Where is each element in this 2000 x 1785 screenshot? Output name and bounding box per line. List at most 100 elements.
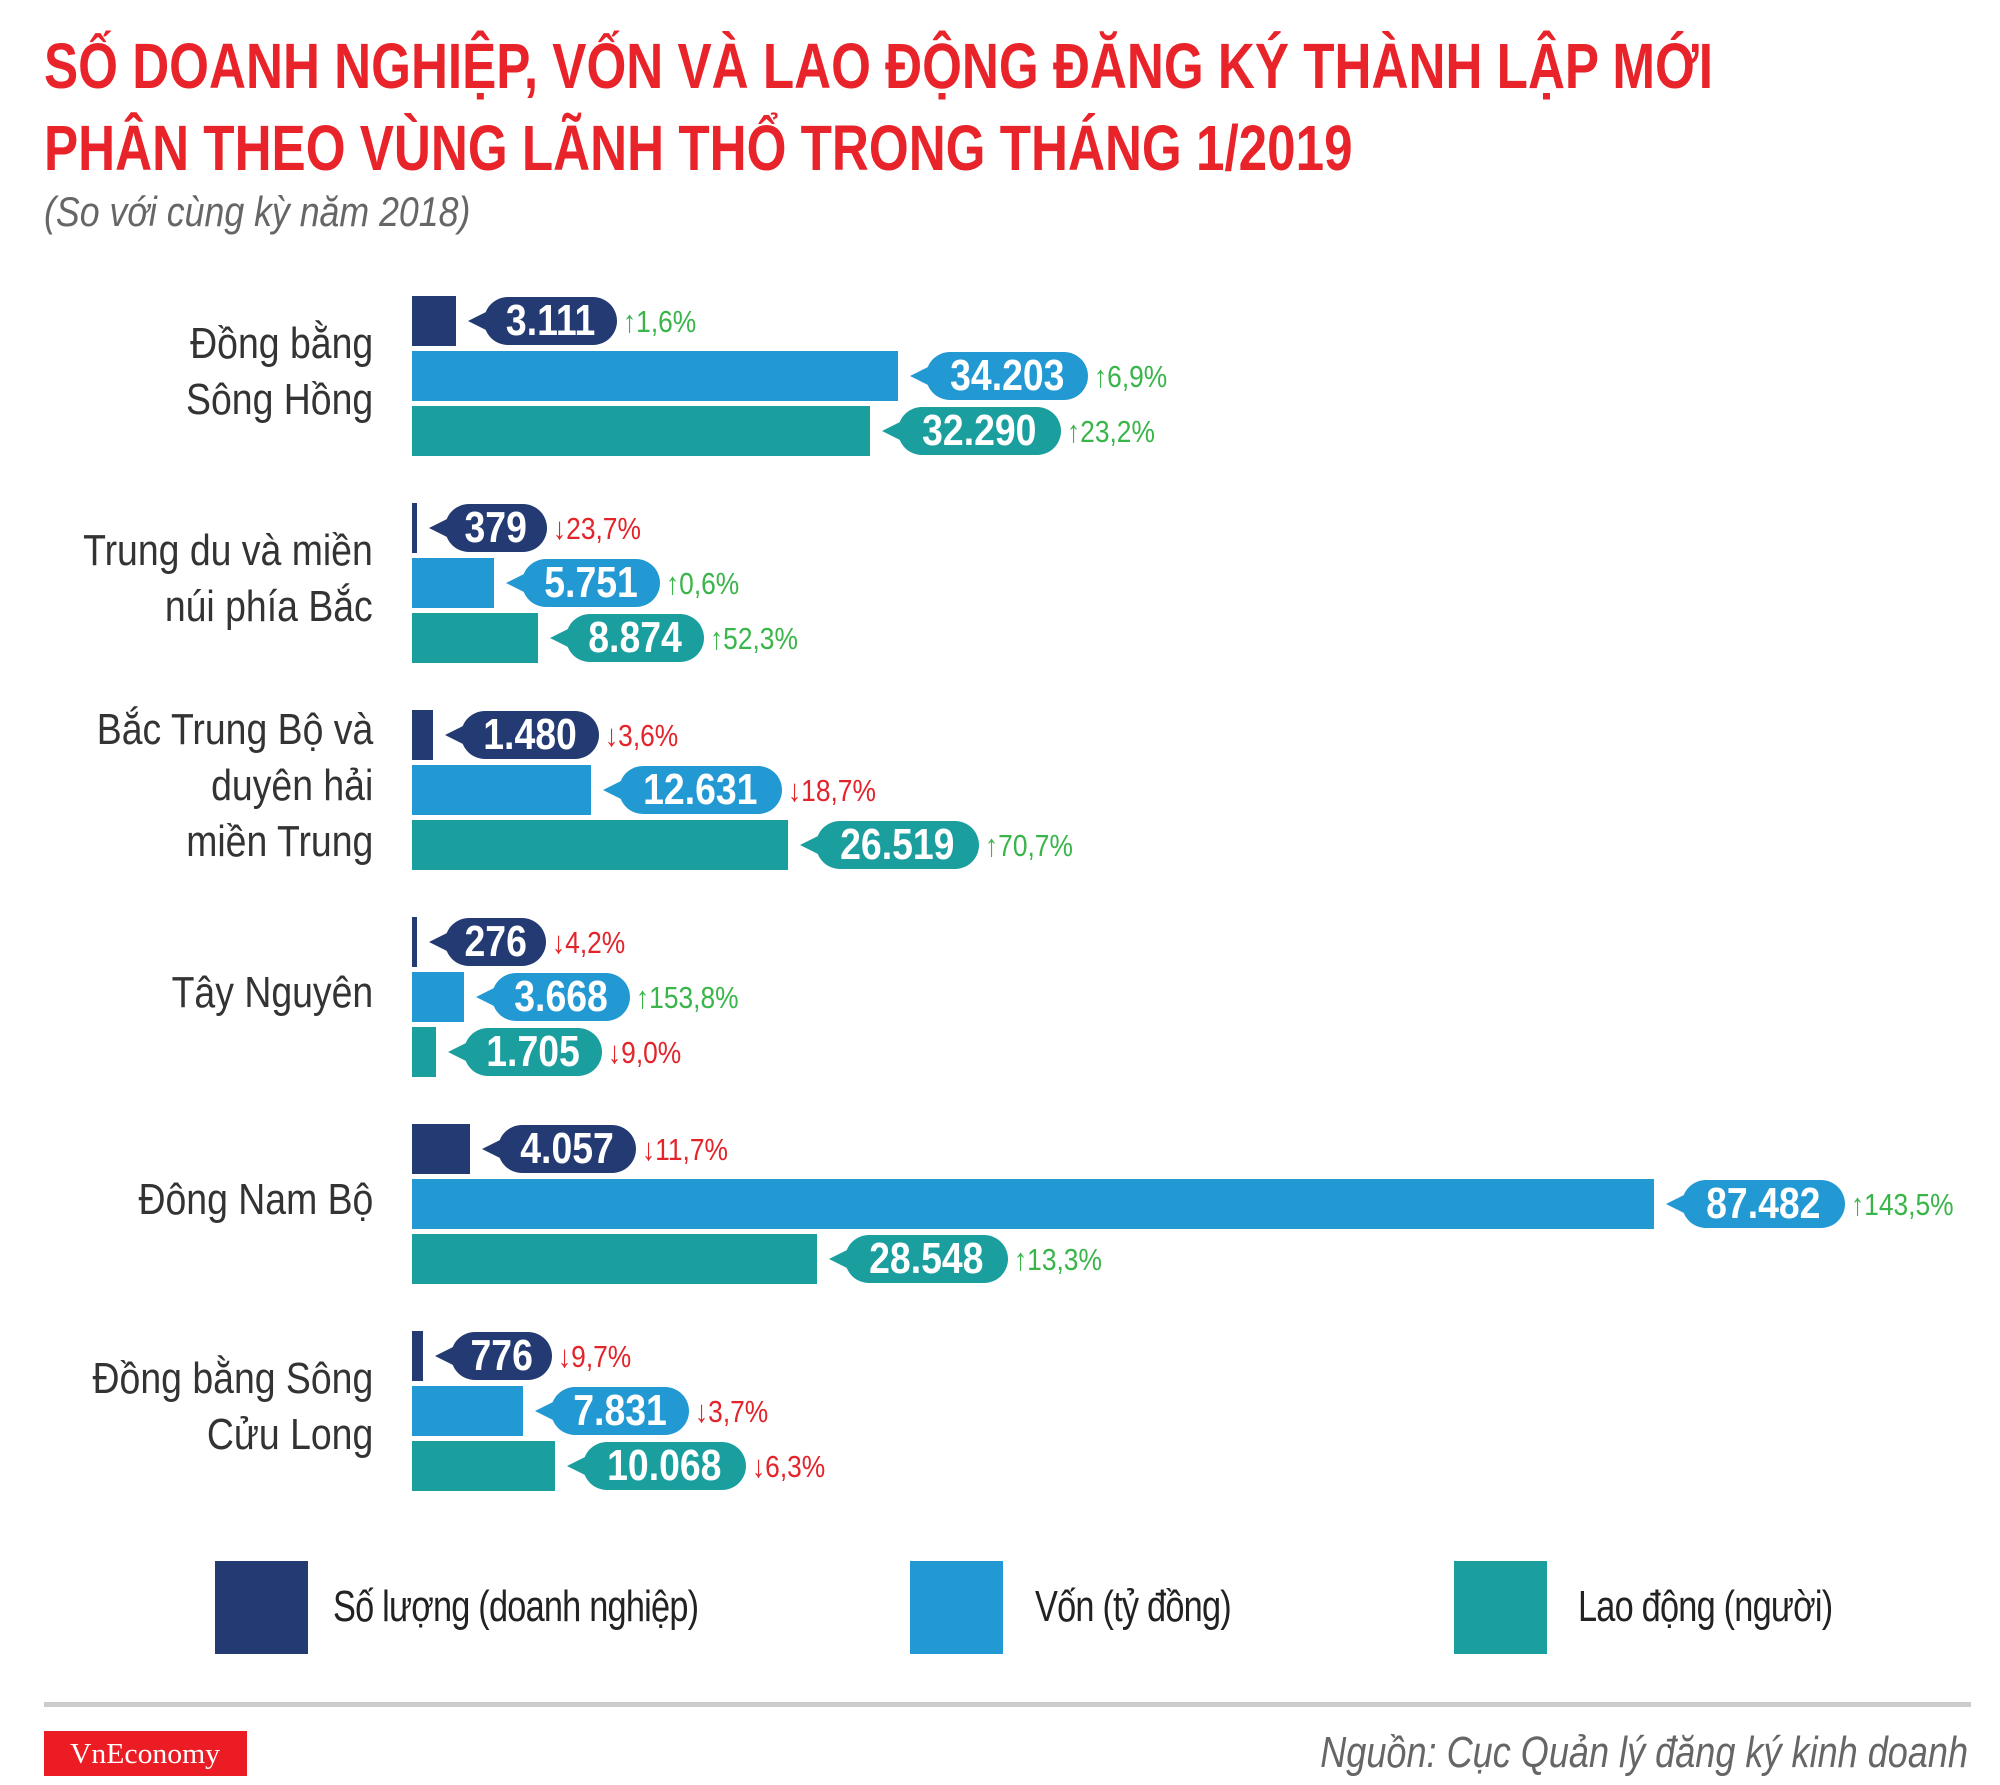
arrow-down-icon: ↓ <box>558 1339 572 1374</box>
value-label: 7.831 <box>535 1386 690 1435</box>
value-label: 776 <box>434 1331 553 1380</box>
change-label: ↓4,2% <box>552 919 625 967</box>
arrow-down-icon: ↓ <box>552 925 566 960</box>
arrow-up-icon: ↑ <box>665 566 679 601</box>
arrow-down-icon: ↓ <box>787 773 802 808</box>
bar <box>412 1331 424 1381</box>
logo-wordmark: VnEconomy <box>70 1739 220 1770</box>
legend-label: Vốn (tỷ đồng) <box>1035 1582 1232 1631</box>
change-text: 6,9% <box>1107 359 1168 394</box>
value-text: 7.831 <box>573 1386 668 1435</box>
change-label: ↑6,9% <box>1094 353 1167 401</box>
value-label: 32.290 <box>882 406 1061 455</box>
value-text: 12.631 <box>643 765 758 814</box>
value-text: 3.111 <box>506 296 596 345</box>
category-label: Đồng bằng Sông Cửu Long <box>92 1354 373 1459</box>
arrow-up-icon: ↑ <box>1013 1242 1028 1277</box>
bar <box>412 1234 818 1284</box>
change-text: 3,7% <box>708 1394 769 1429</box>
arrow-down-icon: ↓ <box>641 1132 655 1167</box>
change-text: 1,6% <box>636 304 697 339</box>
bar <box>412 710 433 760</box>
value-text: 776 <box>470 1331 533 1380</box>
bar <box>412 406 871 456</box>
value-label: 87.482 <box>1666 1179 1845 1228</box>
change-label: ↓11,7% <box>642 1126 728 1174</box>
category-label: Đông Nam Bộ <box>138 1175 373 1224</box>
arrow-down-icon: ↓ <box>608 1035 622 1070</box>
change-label: ↓9,7% <box>558 1333 631 1381</box>
value-label: 276 <box>428 918 547 966</box>
change-label: ↓23,7% <box>553 505 641 553</box>
bar <box>412 351 898 401</box>
chart-title-line-2: PHÂN THEO VÙNG LÃNH THỔ TRONG THÁNG 1/20… <box>44 112 1353 184</box>
arrow-up-icon: ↑ <box>1094 359 1108 394</box>
arrow-up-icon: ↑ <box>1067 414 1081 449</box>
bar <box>412 820 789 870</box>
arrow-up-icon: ↑ <box>636 980 650 1015</box>
change-label: ↑1,6% <box>623 298 696 346</box>
value-label: 26.519 <box>800 820 980 869</box>
category-label: Tây Nguyên <box>171 968 373 1017</box>
value-text: 8.874 <box>588 613 682 662</box>
value-text: 3.668 <box>514 972 608 1021</box>
chart-subtitle: (So với cùng kỳ năm 2018) <box>44 188 471 235</box>
arrow-down-icon: ↓ <box>605 718 619 753</box>
change-text: 23,2% <box>1080 414 1155 449</box>
value-label: 8.874 <box>549 613 705 662</box>
change-label: ↓18,7% <box>788 767 876 815</box>
value-text: 32.290 <box>922 406 1037 455</box>
value-text: 87.482 <box>1706 1179 1821 1228</box>
change-label: ↑153,8% <box>636 974 739 1022</box>
change-label: ↓3,7% <box>695 1388 768 1436</box>
value-label: 3.111 <box>468 296 618 345</box>
legend-swatch <box>910 1561 1003 1654</box>
bar <box>412 1124 470 1174</box>
change-text: 11,7% <box>654 1132 728 1167</box>
arrow-up-icon: ↑ <box>985 828 999 863</box>
bar <box>412 1386 524 1436</box>
bar <box>412 1027 437 1077</box>
value-label: 379 <box>429 503 547 552</box>
change-label: ↑13,3% <box>1014 1236 1102 1284</box>
change-text: 9,0% <box>621 1035 682 1070</box>
value-text: 5.751 <box>543 558 638 607</box>
value-text: 28.548 <box>869 1234 984 1283</box>
bar <box>412 296 457 346</box>
change-label: ↑23,2% <box>1067 408 1155 456</box>
value-label: 3.668 <box>476 972 631 1021</box>
value-text: 26.519 <box>840 820 955 869</box>
legend-swatch <box>1454 1561 1547 1654</box>
arrow-up-icon: ↑ <box>710 621 724 656</box>
change-text: 6,3% <box>764 1449 825 1484</box>
change-label: ↓9,0% <box>608 1029 681 1077</box>
bar <box>412 503 418 553</box>
arrow-down-icon: ↓ <box>695 1394 709 1429</box>
arrow-down-icon: ↓ <box>751 1449 765 1484</box>
arrow-up-icon: ↑ <box>623 304 637 339</box>
value-text: 10.068 <box>607 1441 722 1490</box>
value-label: 1.705 <box>448 1028 603 1076</box>
change-text: 23,7% <box>565 511 641 546</box>
arrow-down-icon: ↓ <box>552 511 566 546</box>
value-label: 5.751 <box>505 558 660 607</box>
change-text: 3,6% <box>618 718 679 753</box>
legend-swatch <box>215 1561 308 1654</box>
value-label: 12.631 <box>603 765 782 814</box>
change-text: 70,7% <box>998 828 1073 863</box>
svg-text:VnEconomy: VnEconomy <box>70 1739 220 1770</box>
value-label: 34.203 <box>909 351 1089 400</box>
change-text: 13,3% <box>1027 1242 1102 1277</box>
value-text: 379 <box>464 503 528 552</box>
category-label: Trung du và miền núi phía Bắc <box>83 526 373 631</box>
change-text: 153,8% <box>649 980 739 1015</box>
bar <box>412 765 592 815</box>
value-text: 34.203 <box>949 351 1065 400</box>
value-text: 1.480 <box>483 710 577 759</box>
bar <box>412 613 538 663</box>
legend-label: Số lượng (doanh nghiệp) <box>333 1582 699 1631</box>
bar <box>412 558 494 608</box>
value-label: 10.068 <box>566 1441 746 1490</box>
change-label: ↑0,6% <box>666 560 739 608</box>
source-note: Nguồn: Cục Quản lý đăng ký kinh doanh <box>1320 1728 1968 1777</box>
